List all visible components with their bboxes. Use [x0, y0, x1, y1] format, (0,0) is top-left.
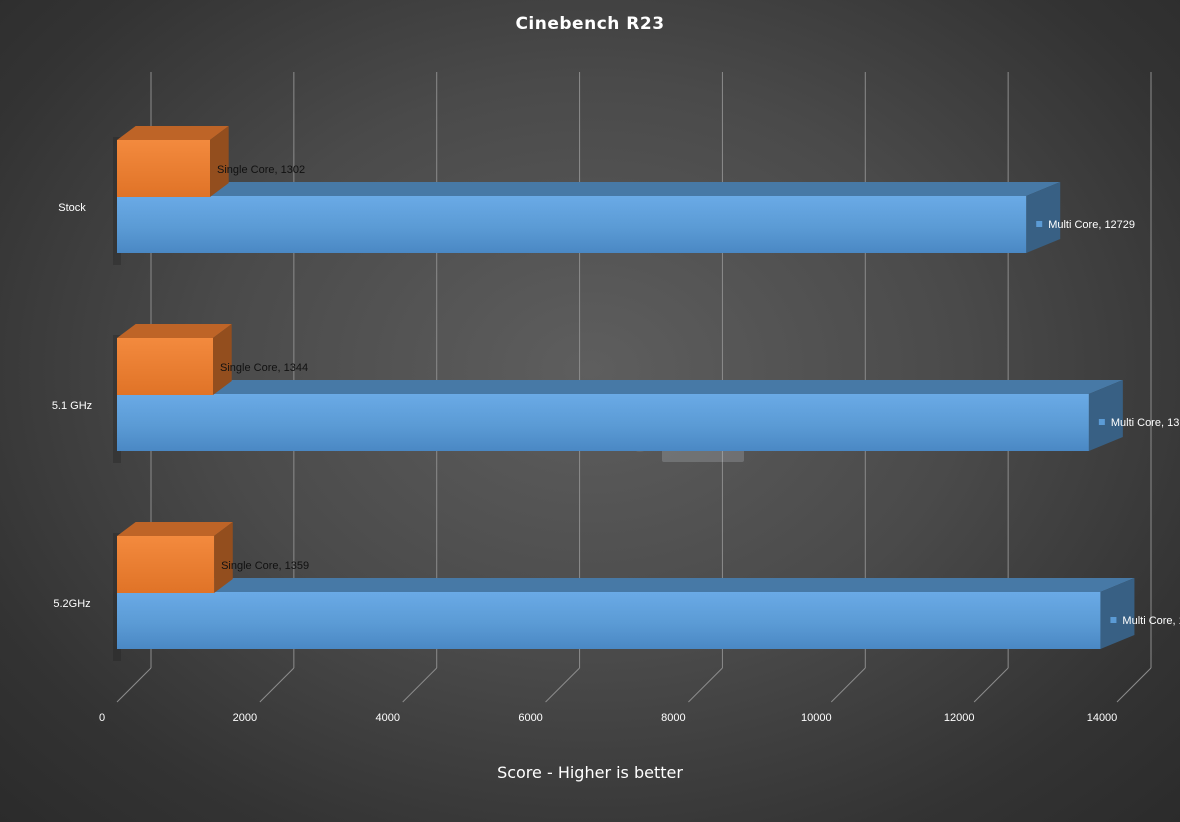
x-tick-label: 6000: [518, 712, 542, 724]
bar-single-core-side: [210, 126, 229, 197]
category-label: 5.2GHz: [53, 598, 90, 610]
bar-multi-core-top: [117, 380, 1123, 394]
bar-multi-core-side: [1026, 182, 1061, 253]
bar-single-core: [117, 140, 210, 197]
data-label-single-core: Single Core, 1302: [217, 164, 305, 176]
category-label: 5.1 GHz: [52, 400, 92, 412]
floor-gridline: [1116, 667, 1152, 703]
bar-multi-core-top: [117, 578, 1135, 592]
data-label-multi-core: Multi Core, 12729: [1048, 219, 1135, 231]
gridlines: [116, 72, 1152, 703]
bar-single-core-top: [117, 126, 229, 140]
chart-title: Cinebench R23: [515, 14, 664, 34]
x-tick-label: 2000: [233, 712, 257, 724]
bar-multi-core-side: [1088, 380, 1123, 451]
floor-gridline: [402, 667, 438, 703]
floor-gridline: [545, 667, 580, 703]
floor-gridline: [688, 667, 723, 703]
x-tick-label: 12000: [944, 712, 975, 724]
x-tick-label: 8000: [661, 712, 685, 724]
data-label-multi-core: Multi Core, 13606: [1111, 417, 1180, 429]
data-label-marker: [1036, 221, 1043, 227]
data-label-single-core: Single Core, 1344: [220, 362, 308, 374]
floor-gridline: [116, 667, 152, 703]
bar-single-core-top: [117, 522, 233, 536]
bar-multi-core: [117, 592, 1101, 649]
floor-gridline: [259, 667, 295, 703]
bar-single-core: [117, 536, 215, 593]
data-label-single-core: Single Core, 1359: [221, 560, 309, 572]
bar-multi-core: [117, 394, 1089, 451]
labels: 0 2000 4000 6000 8000 10000 12000 14000 Stock Sin…: [52, 164, 1180, 724]
x-tick-label: 14000: [1087, 712, 1118, 724]
bar-multi-core: [117, 196, 1027, 253]
bar-single-core-top: [117, 324, 232, 338]
data-label-multi-core: Multi Core, 13768: [1122, 615, 1180, 627]
bar-single-core-side: [213, 324, 232, 395]
floor-gridline: [830, 667, 866, 703]
bars: [113, 126, 1135, 661]
x-tick-label: 4000: [375, 712, 399, 724]
bar-multi-core-side: [1100, 578, 1135, 649]
x-axis-title: Score - Higher is better: [497, 763, 683, 782]
x-tick-label: 0: [99, 712, 105, 724]
bar-single-core: [117, 338, 213, 395]
floor-gridline: [973, 667, 1009, 703]
bar-single-core-side: [214, 522, 233, 593]
data-label-marker: [1098, 419, 1105, 425]
bar-multi-core-top: [117, 182, 1061, 196]
data-label-marker: [1110, 617, 1117, 623]
x-tick-label: 10000: [801, 712, 832, 724]
category-label: Stock: [58, 202, 86, 214]
